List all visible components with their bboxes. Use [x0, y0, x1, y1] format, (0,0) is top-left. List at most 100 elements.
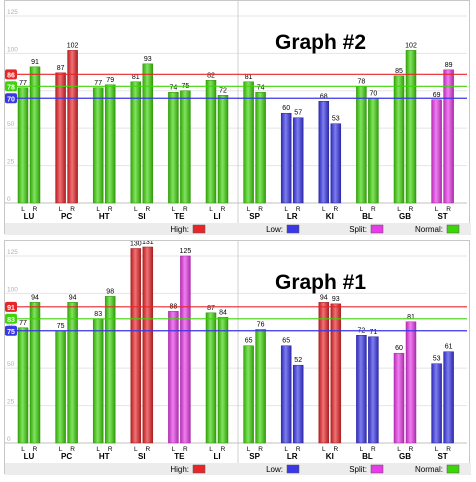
bar-value-label: 83 [94, 311, 102, 318]
side-label: R [371, 446, 376, 453]
side-label: R [145, 206, 150, 213]
meridian-label: LR [287, 452, 298, 461]
side-label: L [397, 206, 401, 213]
legend-label: Normal: [415, 465, 443, 474]
chart-title: Graph #1 [275, 271, 366, 294]
bar [55, 330, 66, 444]
meridian-label: SI [138, 212, 146, 221]
bar [255, 329, 266, 444]
bar [130, 248, 142, 444]
bar-value-label: 76 [257, 321, 265, 328]
bar [67, 302, 78, 444]
bar-value-label: 102 [67, 42, 79, 49]
side-label: L [209, 206, 213, 213]
legend-swatch [446, 464, 460, 474]
bar [368, 98, 379, 204]
side-label: R [409, 446, 414, 453]
bar-value-label: 94 [31, 294, 39, 301]
side-label: L [360, 446, 364, 453]
meridian-label: SI [138, 452, 146, 461]
bar-value-label: 74 [170, 84, 178, 91]
bar [205, 80, 217, 204]
legend-label: Low: [266, 465, 283, 474]
side-label: R [70, 206, 75, 213]
side-label: L [247, 446, 251, 453]
bar [17, 87, 29, 204]
bar [318, 302, 330, 444]
side-label: L [172, 206, 176, 213]
side-label: R [333, 446, 338, 453]
reference-line-tag [5, 69, 17, 80]
bar [130, 81, 142, 204]
side-label: L [21, 446, 25, 453]
legend-swatch [446, 224, 460, 234]
reference-line-tag [5, 81, 17, 92]
bar [443, 69, 454, 204]
bar [255, 92, 266, 204]
side-label: R [258, 446, 263, 453]
bar [217, 95, 229, 204]
bar-value-label: 81 [407, 314, 415, 321]
bar-value-label: 87 [207, 305, 215, 312]
bar [168, 92, 179, 204]
bar [405, 321, 417, 444]
meridian-label: LI [213, 452, 220, 461]
bar-value-label: 94 [69, 294, 77, 301]
reference-line-value: 91 [7, 305, 15, 312]
legend-label: Split: [349, 225, 367, 234]
bar-value-label: 93 [332, 296, 340, 303]
bar [356, 86, 367, 204]
bar-value-label: 70 [370, 90, 378, 97]
bar [92, 318, 104, 444]
legend-swatch [286, 224, 300, 234]
side-label: L [21, 206, 25, 213]
y-tick-label: 25 [7, 159, 15, 166]
meridian-label: KI [326, 212, 334, 221]
bar-value-label: 94 [320, 294, 328, 301]
side-label: R [446, 206, 451, 213]
bar-value-label: 89 [445, 62, 453, 69]
side-label: R [33, 206, 38, 213]
bar [280, 112, 292, 204]
side-label: R [409, 206, 414, 213]
legend-label: High: [170, 465, 189, 474]
legend-bar [5, 463, 471, 475]
bar [431, 99, 442, 204]
side-label: L [96, 206, 100, 213]
y-tick-label: 100 [7, 286, 18, 293]
meridian-label: LU [24, 212, 35, 221]
side-label: R [108, 206, 113, 213]
side-label: R [446, 446, 451, 453]
bar-value-label: 61 [445, 344, 453, 351]
legend-label: Low: [266, 225, 283, 234]
side-label: L [59, 446, 63, 453]
y-tick-label: 0 [7, 196, 11, 203]
side-label: L [134, 446, 138, 453]
side-label: L [134, 206, 138, 213]
bar-value-label: 75 [57, 323, 65, 330]
bar [292, 117, 304, 204]
bar-value-label: 84 [219, 309, 227, 316]
legend-swatch [370, 464, 384, 474]
reference-line-value: 78 [7, 84, 15, 91]
meridian-label: HT [99, 212, 110, 221]
reference-line-tag [5, 325, 17, 336]
meridian-label: LR [287, 212, 298, 221]
side-label: L [284, 446, 288, 453]
reference-line-value: 70 [7, 96, 15, 103]
side-label: R [145, 446, 150, 453]
bar [431, 363, 442, 444]
side-label: R [296, 206, 301, 213]
bar-value-label: 65 [282, 338, 290, 345]
bar [368, 336, 379, 444]
bar-value-label: 53 [332, 116, 340, 123]
y-tick-label: 125 [7, 9, 18, 16]
bar [243, 81, 254, 204]
legend-label: Normal: [415, 225, 443, 234]
bar [393, 75, 405, 204]
bar [180, 90, 191, 204]
reference-line-tag [5, 93, 17, 104]
side-label: L [397, 446, 401, 453]
bar-value-label: 53 [433, 356, 441, 363]
bar [443, 351, 454, 444]
